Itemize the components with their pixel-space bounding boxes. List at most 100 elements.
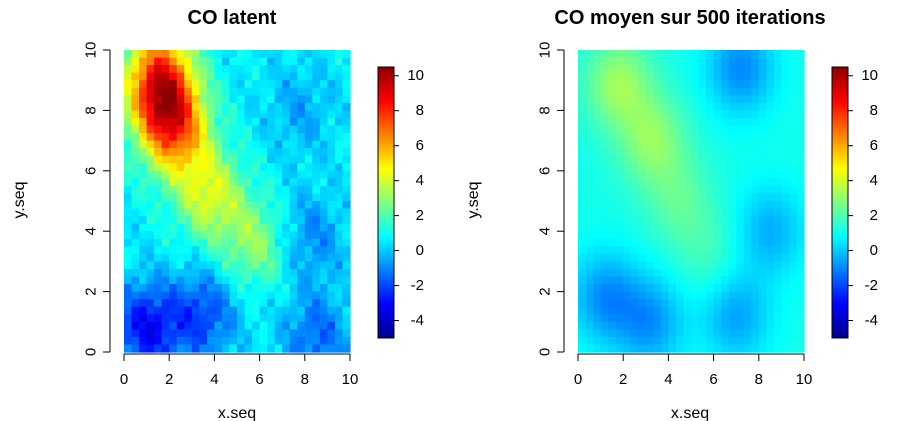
heatmap-cell (206, 117, 215, 127)
heatmap-cell (146, 253, 155, 262)
heatmap-cell (342, 102, 351, 111)
heatmap-cell (184, 276, 193, 285)
heatmap-cell (334, 163, 344, 172)
heatmap-cell (766, 140, 775, 149)
heatmap-cell (327, 125, 336, 134)
heatmap-cell (342, 50, 351, 59)
heatmap-cell (184, 253, 193, 262)
heatmap-cell (585, 268, 594, 278)
heatmap-cell (766, 246, 775, 255)
heatmap-cell (221, 329, 231, 338)
heatmap-cell (304, 336, 313, 346)
heatmap-cell (706, 110, 715, 119)
heatmap-cell (267, 178, 276, 187)
heatmap-cell (274, 208, 283, 217)
heatmap-cell (706, 57, 715, 66)
heatmap-cell (267, 291, 276, 300)
heatmap-cell (653, 329, 662, 338)
heatmap-cell (297, 178, 306, 187)
heatmap-cell (176, 170, 185, 179)
heatmap-cell (154, 329, 163, 338)
heatmap-cell (184, 216, 193, 225)
heatmap-cell (721, 306, 730, 315)
heatmap-cell (773, 276, 782, 285)
heatmap-cell (289, 72, 298, 81)
heatmap-cell (244, 87, 253, 96)
heatmap-cell (146, 102, 155, 111)
heatmap-cell (312, 95, 321, 104)
heatmap-cell (585, 117, 594, 127)
heatmap-cell (638, 208, 647, 217)
heatmap-cell (660, 223, 669, 232)
heatmap-cell (600, 306, 609, 315)
heatmap-cell (781, 95, 790, 104)
heatmap-cell (342, 155, 351, 164)
heatmap-cell (267, 336, 276, 346)
heatmap-cell (706, 201, 715, 210)
heatmap-cell (660, 163, 669, 172)
heatmap-cell (297, 276, 306, 285)
heatmap-cell (593, 87, 602, 96)
heatmap-cell (600, 336, 609, 346)
heatmap-cell (131, 261, 140, 270)
heatmap-cell (593, 185, 602, 195)
heatmap-cell (312, 185, 321, 195)
heatmap-cell (221, 80, 231, 89)
heatmap-cell (751, 163, 760, 172)
heatmap-cell (244, 57, 253, 66)
heatmap-cell (773, 163, 782, 172)
heatmap-cell (630, 253, 639, 262)
heatmap-cell (252, 133, 261, 142)
heatmap-cell (608, 299, 617, 308)
heatmap-cell (751, 223, 760, 232)
heatmap-cell (139, 291, 148, 300)
heatmap-cell (645, 314, 654, 323)
heatmap-cell (645, 72, 654, 81)
heatmap-cell (199, 117, 208, 127)
heatmap-cell (297, 246, 306, 255)
heatmap-cell (274, 87, 283, 96)
heatmap-cell (743, 110, 752, 119)
heatmap-cell (124, 268, 133, 278)
colorbar-tick-label: 6 (870, 137, 878, 154)
heatmap-cell (615, 50, 624, 59)
heatmap-cell (304, 95, 313, 104)
heatmap-cell (773, 216, 782, 225)
heatmap-cell (758, 253, 767, 262)
heatmap-cell (237, 140, 246, 149)
heatmap-cell (660, 201, 669, 210)
heatmap-cell (683, 329, 692, 338)
heatmap-cell (191, 344, 200, 353)
heatmap-cell (668, 170, 677, 179)
heatmap-cell (139, 178, 148, 187)
heatmap-cell (766, 155, 775, 164)
heatmap-cell (721, 163, 730, 172)
heatmap-cell (585, 299, 594, 308)
heatmap-cell (131, 117, 140, 127)
heatmap-cell (698, 284, 707, 293)
heatmap-cell (267, 80, 276, 89)
heatmap-cell (259, 95, 268, 104)
heatmap-cell (184, 231, 193, 240)
heatmap-cell (191, 321, 200, 330)
heatmap-cell (728, 314, 737, 323)
heatmap-cell (781, 216, 790, 225)
heatmap-cell (191, 125, 200, 134)
heatmap-cell (154, 65, 163, 74)
heatmap-cell (282, 223, 291, 232)
heatmap-cell (221, 336, 231, 346)
heatmap-cell (675, 208, 685, 217)
heatmap-cell (237, 336, 246, 346)
heatmap-cell (161, 133, 170, 142)
heatmap-cell (608, 246, 617, 255)
heatmap-cell (713, 299, 722, 308)
heatmap-cell (691, 65, 700, 74)
heatmap-cell (161, 261, 170, 270)
heatmap-cell (660, 155, 669, 164)
x-tick-label: 6 (255, 371, 263, 388)
heatmap-cell (736, 193, 745, 202)
heatmap-cell (758, 201, 767, 210)
heatmap-cell (191, 193, 200, 202)
heatmap-cell (237, 253, 246, 262)
heatmap-cell (743, 306, 752, 315)
